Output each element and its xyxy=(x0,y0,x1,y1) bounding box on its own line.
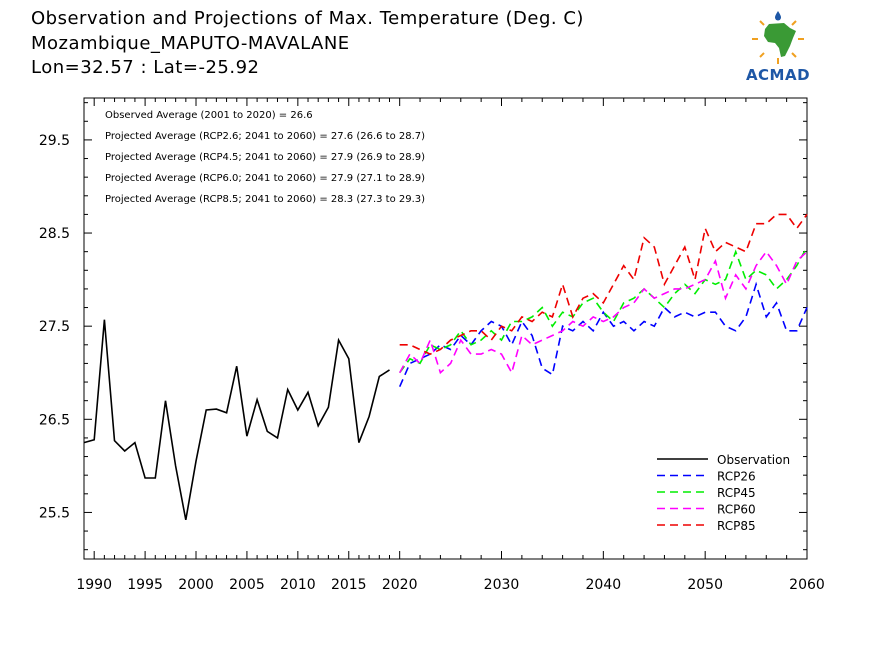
annotation-line: Projected Average (RCP6.0; 2041 to 2060)… xyxy=(105,173,425,184)
logo-text: ACMAD xyxy=(745,66,811,84)
station-coordinates: Lon=32.57 : Lat=-25.92 xyxy=(31,57,260,78)
legend-label: RCP26 xyxy=(717,470,756,484)
series-line-rcp85 xyxy=(399,213,808,355)
x-tick-label: 2015 xyxy=(331,577,367,593)
annotation-line: Projected Average (RCP2.6; 2041 to 2060)… xyxy=(105,131,425,142)
y-axis-tick-labels: 25.5 26.5 27.5 28.5 29.5 xyxy=(39,133,70,522)
series-line-rcp26 xyxy=(398,281,808,388)
series-lines xyxy=(83,213,808,521)
series-line-rcp60 xyxy=(398,250,808,375)
station-name: Mozambique_MAPUTO-MAVALANE xyxy=(31,33,350,54)
y-tick-label: 29.5 xyxy=(39,133,70,149)
x-tick-label: 2060 xyxy=(789,577,825,593)
x-tick-label: 2030 xyxy=(484,577,520,593)
y-tick-label: 28.5 xyxy=(39,226,70,242)
legend-label: RCP85 xyxy=(717,519,756,533)
x-tick-label: 2020 xyxy=(382,577,418,593)
annotations: Observed Average (2001 to 2020) = 26.6 Pr… xyxy=(105,110,425,205)
annotation-line: Observed Average (2001 to 2020) = 26.6 xyxy=(105,110,313,121)
y-tick-label: 25.5 xyxy=(39,505,70,521)
x-tick-label: 2000 xyxy=(178,577,214,593)
africa-continent-logo-icon xyxy=(752,11,804,64)
x-tick-label: 2050 xyxy=(687,577,723,593)
x-tick-label: 2005 xyxy=(229,577,265,593)
x-tick-label: 1990 xyxy=(76,577,112,593)
x-tick-label: 1995 xyxy=(127,577,163,593)
legend-label: RCP45 xyxy=(717,486,756,500)
chart-title: Observation and Projections of Max. Temp… xyxy=(31,8,584,29)
axis-ticks xyxy=(83,98,808,559)
x-tick-label: 2010 xyxy=(280,577,316,593)
x-tick-label: 2040 xyxy=(586,577,622,593)
plot-frame xyxy=(83,97,808,560)
annotation-line: Projected Average (RCP8.5; 2041 to 2060)… xyxy=(105,194,425,205)
y-tick-label: 26.5 xyxy=(39,412,70,428)
series-line-observation xyxy=(83,319,390,521)
series-line-rcp45 xyxy=(399,246,808,374)
legend: Observation RCP26 RCP45 RCP60 RCP85 xyxy=(657,453,790,533)
y-tick-label: 27.5 xyxy=(39,319,70,335)
legend-label: Observation xyxy=(717,453,790,467)
annotation-line: Projected Average (RCP4.5; 2041 to 2060)… xyxy=(105,152,425,163)
legend-label: RCP60 xyxy=(717,503,756,517)
acmad-logo: ACMAD xyxy=(738,10,818,84)
x-axis-tick-labels: 1990 1995 2000 2005 2010 2015 2020 2030 2040 2050… xyxy=(76,577,824,593)
